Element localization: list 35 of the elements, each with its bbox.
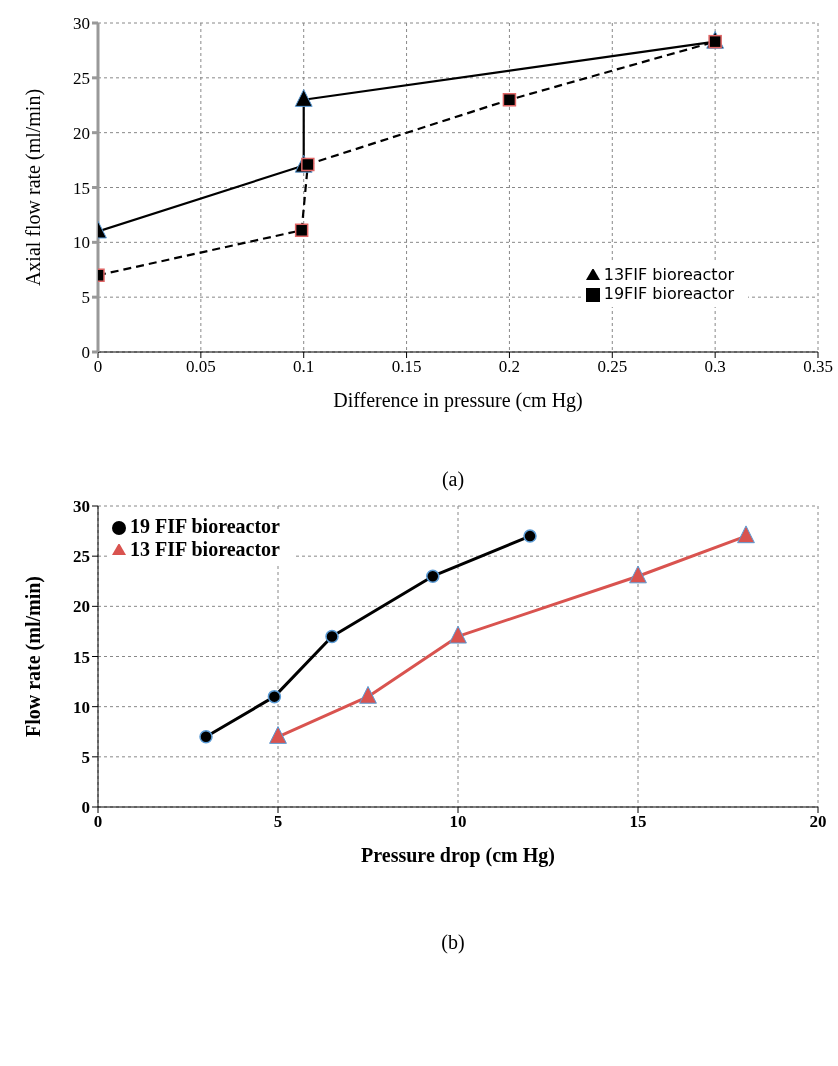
x-tick-label: 0.35 <box>803 357 833 377</box>
y-tick-label: 25 <box>73 547 90 567</box>
y-tick-label: 30 <box>73 14 90 34</box>
y-tick-label: 25 <box>73 68 90 88</box>
y-tick-label: 30 <box>73 497 90 517</box>
y-tick-label: 20 <box>73 123 90 143</box>
x-tick-label: 20 <box>809 812 827 832</box>
y-tick-label: 5 <box>81 288 90 308</box>
text: (b) <box>440 931 466 954</box>
text: (a) <box>440 468 466 491</box>
x-tick-label: 5 <box>273 812 283 832</box>
legend-label: 13 FIF bioreactor <box>130 538 280 560</box>
x-axis-title: Pressure drop (cm Hg) <box>361 844 555 867</box>
x-tick-label: 15 <box>629 812 647 832</box>
x-tick-label: 0.05 <box>185 357 216 377</box>
y-axis-title: Axial flow rate (ml/min) <box>22 88 46 287</box>
x-tick-label: 0.2 <box>498 357 521 377</box>
y-tick-label: 20 <box>73 597 90 617</box>
y-tick-label: 10 <box>73 233 90 253</box>
y-tick-label: 15 <box>73 178 90 198</box>
y-tick-label: 10 <box>73 697 90 717</box>
x-tick-label: 0.1 <box>293 357 315 377</box>
y-tick-label: 0 <box>81 343 90 363</box>
legend-label: 19FIF bioreactor <box>603 284 734 303</box>
x-tick-label: 0.15 <box>391 357 422 377</box>
x-tick-label: 0.3 <box>704 357 726 377</box>
y-tick-label: 5 <box>81 747 90 767</box>
y-axis-title: Flow rate (ml/min) <box>22 575 46 738</box>
y-tick-label: 0 <box>81 798 90 818</box>
x-axis-title: Difference in pressure (cm Hg) <box>333 389 583 412</box>
legend-label: 13FIF bioreactor <box>603 265 734 284</box>
x-tick-label: 0.25 <box>597 357 628 377</box>
legend-label: 19 FIF bioreactor <box>130 515 280 537</box>
x-tick-label: 10 <box>449 812 467 832</box>
y-tick-label: 15 <box>73 647 90 667</box>
